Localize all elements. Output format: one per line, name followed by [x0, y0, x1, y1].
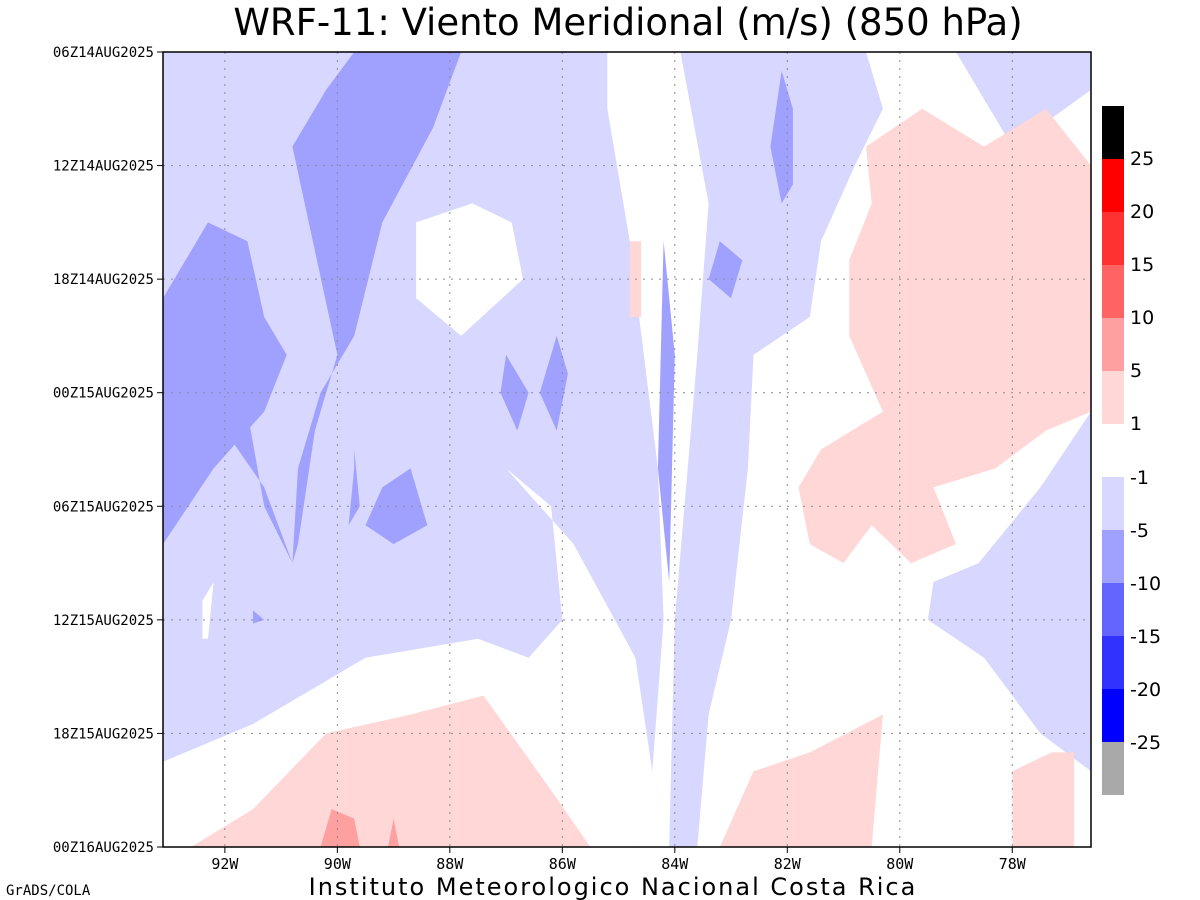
contour-region-neg5 — [500, 354, 529, 431]
contour-region-neg5 — [253, 610, 265, 624]
contour-region-pos1 — [1012, 752, 1075, 847]
contour-region-pos5 — [388, 818, 400, 847]
x-tick-label: 90W — [324, 855, 352, 873]
x-axis: 92W 90W 88W 86W 84W 82W 80W 78W — [211, 847, 1027, 873]
colorbar-swatch — [1102, 318, 1124, 371]
contour-region-neg5 — [163, 222, 287, 545]
contour-region-white — [416, 203, 523, 336]
contour-region-pos1 — [798, 108, 1091, 564]
colorbar-swatch — [1102, 742, 1124, 795]
footer-label: Instituto Meteorologico Nacional Costa R… — [309, 873, 918, 900]
colorbar: 25 20 15 10 5 1 -1 -5 -10 -15 -20 -25 — [1102, 106, 1161, 795]
y-axis: 06Z14AUG2025 12Z14AUG2025 18Z14AUG2025 00Z1… — [53, 45, 163, 856]
y-tick-label: 12Z14AUG2025 — [53, 159, 154, 175]
y-tick-label: 18Z15AUG2025 — [53, 726, 154, 742]
grid — [163, 52, 1091, 847]
contour-region-pos1 — [719, 714, 883, 847]
colorbar-label: -15 — [1130, 626, 1161, 648]
contour-region-neg5 — [708, 241, 743, 299]
contour-region-neg5 — [657, 241, 675, 583]
colorbar-swatch — [1102, 689, 1124, 742]
colorbar-label: -25 — [1130, 732, 1161, 754]
x-tick-label: 88W — [436, 855, 464, 873]
colorbar-swatch — [1102, 265, 1124, 318]
colorbar-label: 5 — [1130, 360, 1142, 382]
colorbar-label: 15 — [1130, 254, 1154, 276]
colorbar-swatch — [1102, 159, 1124, 212]
colorbar-label: -1 — [1130, 467, 1149, 489]
colorbar-swatch — [1102, 477, 1124, 530]
y-tick-label: 00Z16AUG2025 — [53, 840, 154, 856]
contour-region-neg1 — [956, 52, 1091, 147]
plot-frame — [162, 51, 1092, 848]
contour-region-neg5 — [539, 335, 568, 431]
y-tick-label: 18Z14AUG2025 — [53, 272, 154, 288]
colorbar-label: -10 — [1130, 573, 1161, 595]
colorbar-swatch — [1102, 636, 1124, 689]
colorbar-label: 10 — [1130, 307, 1154, 329]
colorbar-label: 1 — [1130, 413, 1142, 435]
contour-region-pos1 — [191, 695, 591, 847]
contour-region-white — [163, 468, 653, 847]
y-tick-label: 12Z15AUG2025 — [53, 613, 154, 629]
colorbar-label: 25 — [1130, 148, 1154, 170]
colorbar-label: -20 — [1130, 679, 1161, 701]
y-tick-label: 06Z15AUG2025 — [53, 499, 154, 515]
contour-region-white — [202, 582, 214, 639]
contour-region-neg5 — [770, 70, 793, 204]
plot-area — [163, 52, 1091, 847]
x-tick-label: 82W — [774, 855, 802, 873]
colorbar-swatch — [1102, 212, 1124, 265]
colorbar-swatch — [1102, 530, 1124, 583]
y-tick-label: 00Z15AUG2025 — [53, 386, 154, 402]
chart-title: WRF-11: Viento Meridional (m/s) (850 hPa… — [233, 1, 1022, 44]
x-tick-label: 78W — [999, 855, 1027, 873]
colorbar-swatch — [1102, 371, 1124, 424]
x-tick-label: 92W — [211, 855, 239, 873]
x-tick-label: 86W — [549, 855, 577, 873]
colorbar-swatch — [1102, 106, 1124, 159]
colorbar-label: 20 — [1130, 201, 1154, 223]
y-tick-label: 06Z14AUG2025 — [53, 45, 154, 61]
x-tick-label: 80W — [886, 855, 914, 873]
contour-region-neg1 — [927, 411, 1091, 772]
colorbar-label: -5 — [1130, 520, 1149, 542]
credit-label: GrADS/COLA — [6, 883, 91, 899]
x-tick-label: 84W — [661, 855, 689, 873]
colorbar-swatch — [1102, 583, 1124, 636]
contour-region-pos5 — [320, 809, 360, 847]
